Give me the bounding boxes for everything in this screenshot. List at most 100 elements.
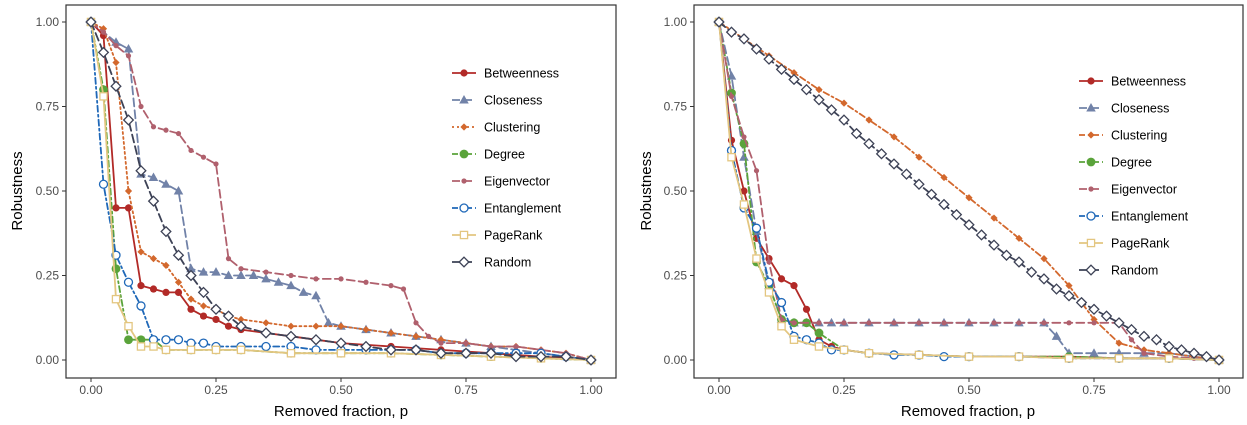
data-point-eigenvector [866, 320, 872, 326]
data-point-betweenness [777, 275, 786, 283]
data-point-pagerank [739, 200, 749, 209]
legend-label-closeness: Closeness [1111, 102, 1169, 116]
data-point-closeness [286, 280, 296, 290]
data-point-pagerank [1164, 354, 1174, 363]
data-point-random [560, 350, 572, 363]
data-point-random [1088, 303, 1100, 316]
legend-key-marker-degree [1086, 157, 1096, 167]
data-point-clustering [312, 322, 320, 330]
data-point-random [1175, 344, 1188, 356]
data-point-eigenvector [213, 161, 219, 167]
data-point-betweenness [137, 282, 145, 290]
data-point-eigenvector [1041, 320, 1047, 326]
data-point-clustering [124, 187, 133, 195]
data-point-closeness [248, 270, 259, 279]
data-point-closeness [198, 267, 209, 276]
data-point-betweenness [740, 187, 748, 195]
data-point-random [725, 26, 738, 38]
data-point-pagerank [777, 321, 786, 331]
data-point-entanglement [751, 223, 762, 233]
data-point-random [585, 354, 597, 366]
x-tick-label: 0.25 [204, 383, 228, 397]
legend-key-marker-entanglement [1086, 211, 1096, 221]
data-point-clustering [237, 315, 245, 324]
data-point-pagerank [789, 335, 799, 344]
legend-key-marker-betweenness [1087, 77, 1095, 85]
data-point-random [260, 327, 272, 339]
data-point-random [750, 43, 763, 55]
data-point-betweenness [112, 204, 120, 212]
data-point-random [335, 337, 347, 349]
data-point-clustering [149, 255, 158, 263]
data-point-eigenvector [1091, 320, 1097, 326]
data-point-entanglement [173, 335, 184, 345]
data-point-random [763, 53, 775, 65]
data-point-betweenness [790, 282, 798, 290]
data-point-random [713, 16, 725, 28]
data-point-clustering [1065, 282, 1073, 290]
data-point-pagerank [286, 348, 296, 358]
data-point-clustering [137, 248, 145, 256]
y-tick-label: 0.75 [664, 100, 688, 114]
data-point-clustering [187, 295, 195, 303]
data-point-closeness [223, 270, 234, 279]
data-point-random [1100, 310, 1113, 322]
data-point-clustering [162, 261, 170, 269]
data-point-closeness [1089, 348, 1099, 357]
data-point-random [1138, 330, 1150, 343]
data-point-pagerank [864, 348, 874, 358]
data-point-betweenness [187, 305, 195, 313]
data-point-random [825, 104, 838, 116]
legend-key-marker-pagerank [1086, 238, 1096, 248]
y-axis-title: Robustness [638, 151, 655, 230]
data-point-clustering [890, 133, 898, 141]
data-point-eigenvector [113, 43, 119, 49]
data-point-clustering [199, 302, 208, 310]
data-point-closeness [161, 179, 171, 188]
data-point-random [110, 80, 122, 92]
data-point-random [875, 148, 888, 160]
legend: Betweenness Closeness Clustering Degree Eige… [452, 67, 562, 270]
legend-label-entanglement: Entanglement [484, 202, 562, 216]
data-point-closeness [173, 186, 184, 195]
data-point-random [385, 344, 397, 356]
data-point-random [888, 158, 900, 170]
data-point-closeness [739, 152, 749, 161]
legend-key-marker-closeness [459, 95, 469, 104]
data-point-closeness [273, 277, 284, 286]
legend-label-random: Random [484, 256, 531, 270]
y-axis-title: Robustness [9, 151, 26, 230]
data-point-closeness [311, 290, 321, 300]
data-point-random [310, 334, 322, 346]
data-point-pagerank [752, 254, 761, 263]
x-tick-label: 0.50 [329, 383, 353, 397]
legend-label-pagerank: PageRank [484, 229, 543, 243]
data-point-random [535, 350, 547, 363]
y-tick-label: 0.00 [36, 353, 60, 367]
data-point-random [838, 114, 850, 126]
y-tick-label: 0.50 [664, 184, 688, 198]
data-point-random [435, 347, 447, 359]
data-point-random [197, 286, 210, 299]
data-point-clustering [99, 25, 108, 33]
data-point-eigenvector [338, 276, 344, 282]
data-point-eigenvector [288, 272, 294, 279]
data-point-eigenvector [263, 269, 269, 275]
data-point-betweenness [802, 305, 811, 313]
x-tick-label: 0.00 [707, 383, 731, 397]
data-point-closeness [261, 273, 271, 283]
data-point-random [1063, 290, 1075, 302]
data-point-eigenvector [791, 320, 797, 326]
data-point-eigenvector [313, 276, 319, 282]
legend-label-eigenvector: Eigenvector [1111, 183, 1177, 197]
data-point-clustering [1015, 234, 1023, 242]
x-axis-title: Removed fraction, p [901, 403, 1035, 420]
data-point-random [900, 168, 913, 180]
data-point-eigenvector [916, 320, 922, 326]
data-point-random [963, 219, 975, 231]
legend-key-marker-eigenvector [461, 178, 467, 184]
series-random [713, 16, 1225, 366]
data-point-random [235, 320, 247, 332]
x-tick-label: 0.25 [832, 383, 856, 397]
data-point-eigenvector [138, 103, 144, 110]
